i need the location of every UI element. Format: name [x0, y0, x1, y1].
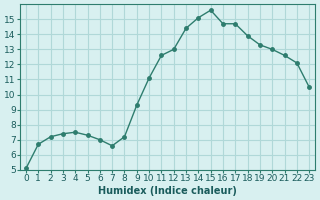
X-axis label: Humidex (Indice chaleur): Humidex (Indice chaleur) — [98, 186, 237, 196]
